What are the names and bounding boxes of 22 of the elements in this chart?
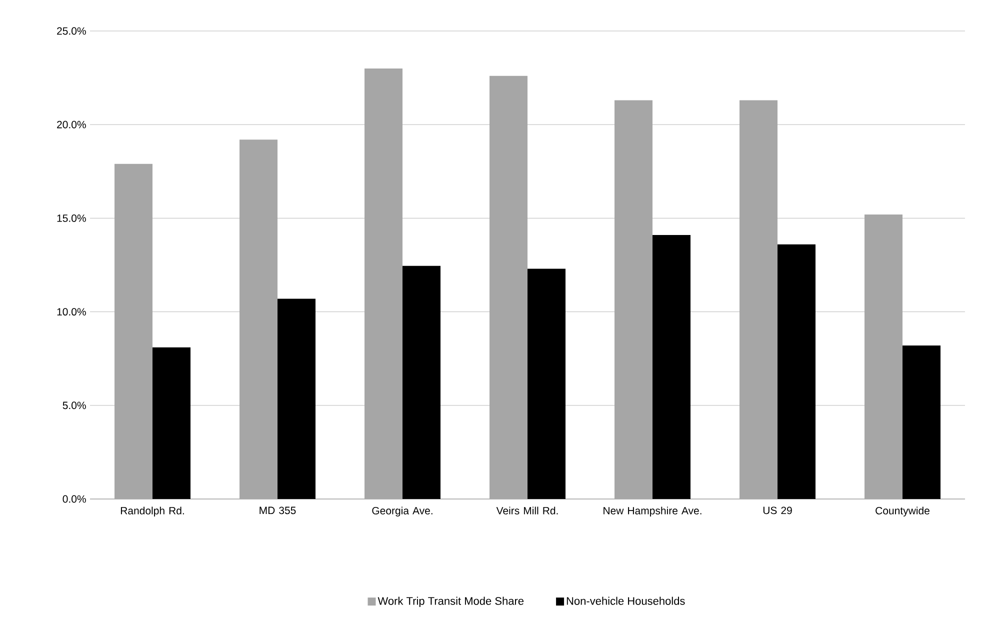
bar <box>652 235 691 499</box>
x-tick-label: Georgia Ave. <box>372 506 432 516</box>
bar <box>778 244 816 499</box>
legend-label: Non-vehicle Households <box>566 596 685 605</box>
x-tick-label: Veirs Mill Rd. <box>496 506 558 514</box>
bar <box>528 268 566 499</box>
x-tick-label: US 29 <box>763 506 792 514</box>
x-tick-label: MD 355 <box>260 506 296 514</box>
x-tick-label: Countywide <box>876 506 930 516</box>
y-tick-label: 0.0% <box>62 495 86 503</box>
bar <box>278 298 316 499</box>
bar <box>402 266 441 499</box>
y-tick-label: 10.0% <box>57 308 86 316</box>
y-tick-label: 15.0% <box>57 214 86 222</box>
y-tick-label: 20.0% <box>57 120 86 128</box>
legend-label: Work Trip Transit Mode Share <box>378 596 524 608</box>
x-tick-label: Randolph Rd. <box>120 506 184 516</box>
bar <box>902 345 941 499</box>
bar <box>152 347 191 499</box>
y-tick-label: 25.0% <box>57 27 86 35</box>
y-tick-label: 5.0% <box>62 402 86 410</box>
x-tick-label: New Hampshire Ave. <box>604 506 702 516</box>
